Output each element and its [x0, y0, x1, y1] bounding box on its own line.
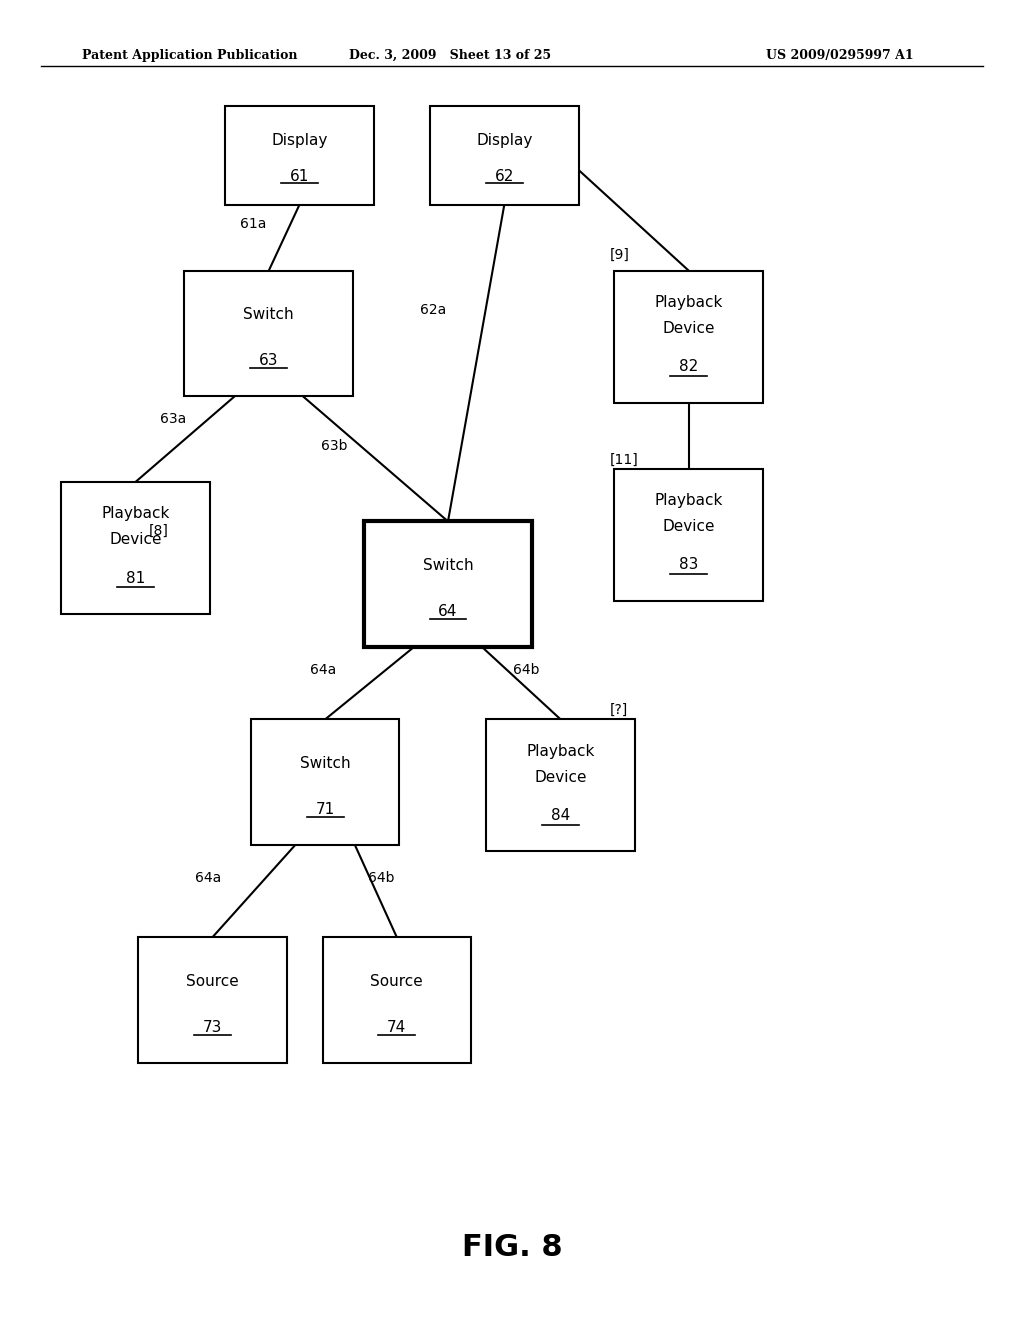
Text: Switch: Switch	[423, 558, 473, 573]
Text: Switch: Switch	[244, 308, 294, 322]
FancyBboxPatch shape	[430, 106, 579, 205]
Text: [11]: [11]	[609, 453, 638, 466]
Text: Playback: Playback	[654, 492, 723, 508]
FancyBboxPatch shape	[364, 521, 532, 647]
Text: 82: 82	[679, 359, 698, 375]
Text: 64a: 64a	[195, 871, 221, 884]
Text: FIG. 8: FIG. 8	[462, 1233, 562, 1262]
FancyBboxPatch shape	[225, 106, 374, 205]
Text: 64a: 64a	[310, 663, 337, 677]
Text: Playback: Playback	[654, 294, 723, 310]
Text: 62a: 62a	[420, 304, 446, 317]
Text: 63a: 63a	[160, 412, 186, 426]
Text: Device: Device	[663, 321, 715, 337]
FancyBboxPatch shape	[61, 482, 210, 614]
Text: Device: Device	[110, 532, 162, 548]
FancyBboxPatch shape	[184, 271, 353, 396]
Text: Dec. 3, 2009   Sheet 13 of 25: Dec. 3, 2009 Sheet 13 of 25	[349, 49, 552, 62]
Text: Display: Display	[271, 133, 328, 148]
Text: 64b: 64b	[368, 871, 394, 884]
Text: Patent Application Publication: Patent Application Publication	[82, 49, 297, 62]
Text: Source: Source	[371, 974, 423, 989]
Text: Device: Device	[535, 770, 587, 785]
Text: 73: 73	[203, 1020, 222, 1035]
FancyBboxPatch shape	[251, 719, 399, 845]
Text: Playback: Playback	[526, 743, 595, 759]
Text: 63b: 63b	[322, 438, 347, 453]
FancyBboxPatch shape	[138, 937, 287, 1063]
Text: [9]: [9]	[609, 248, 629, 261]
Text: Display: Display	[476, 133, 532, 148]
Text: Source: Source	[186, 974, 239, 989]
Text: 83: 83	[679, 557, 698, 573]
Text: Switch: Switch	[300, 756, 350, 771]
Text: [?]: [?]	[609, 704, 628, 717]
Text: 64b: 64b	[513, 663, 540, 677]
Text: 71: 71	[315, 803, 335, 817]
Text: Device: Device	[663, 519, 715, 535]
Text: 81: 81	[126, 570, 145, 586]
FancyBboxPatch shape	[323, 937, 471, 1063]
FancyBboxPatch shape	[614, 469, 763, 601]
Text: 61a: 61a	[241, 218, 266, 231]
Text: [8]: [8]	[148, 524, 168, 537]
FancyBboxPatch shape	[486, 719, 635, 851]
Text: 74: 74	[387, 1020, 407, 1035]
Text: 63: 63	[259, 354, 279, 368]
Text: 62: 62	[495, 169, 514, 185]
Text: US 2009/0295997 A1: US 2009/0295997 A1	[766, 49, 913, 62]
FancyBboxPatch shape	[614, 271, 763, 403]
Text: 61: 61	[290, 169, 309, 185]
Text: 84: 84	[551, 808, 570, 824]
Text: Playback: Playback	[101, 506, 170, 521]
Text: 64: 64	[438, 605, 458, 619]
